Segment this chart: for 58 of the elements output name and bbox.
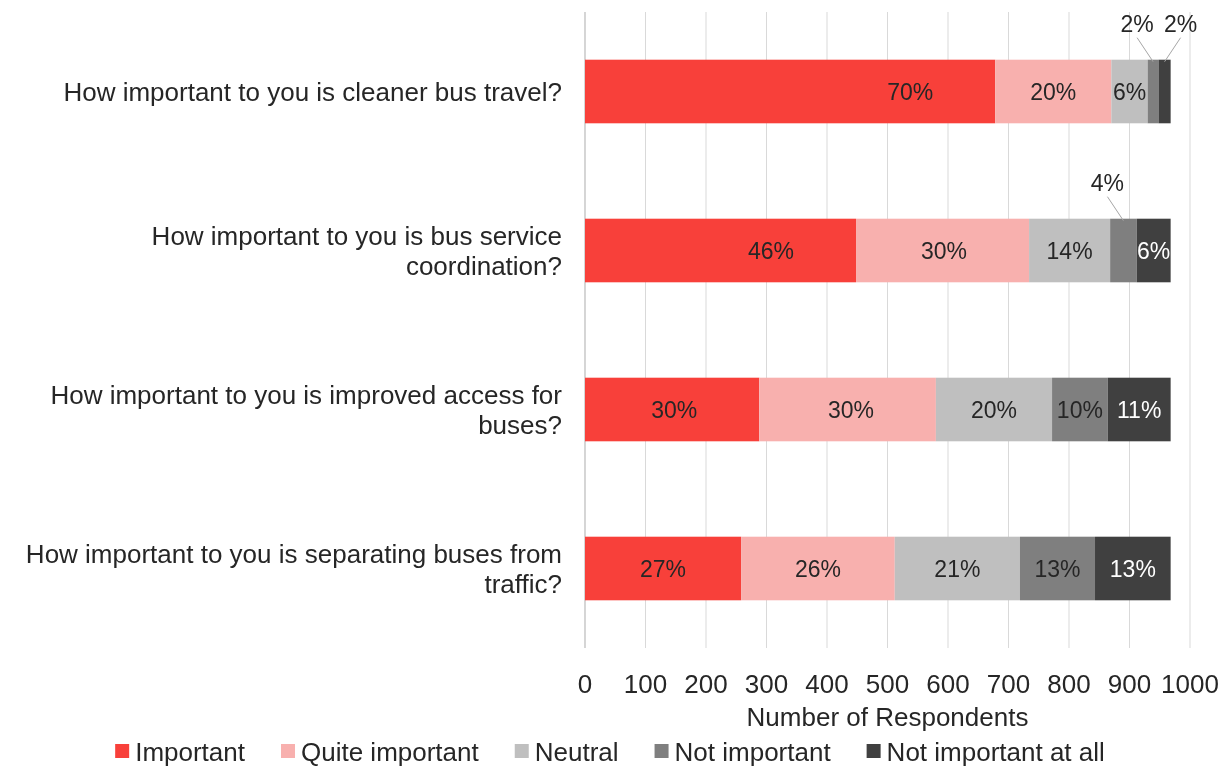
x-tick-label: 200 [684,669,728,699]
bar [585,218,857,283]
annotation: 30% [651,396,698,423]
bar [1029,218,1111,283]
annotation: 20% [1030,78,1077,105]
bar [1107,377,1171,442]
x-tick-label: 900 [1107,669,1152,699]
legend-label: Important [135,737,246,767]
y-tick-label: How important to you is separating buses from traffic? [25,538,562,599]
x-tick-label: 500 [865,669,910,699]
bar [1110,218,1137,283]
x-axis-title: Number of Respondents [746,702,1029,732]
bar [856,218,1030,283]
bar [995,59,1112,124]
annotation: 46% [748,237,795,264]
x-tick-label: 100 [623,669,668,699]
bar [1147,59,1159,124]
annotation: 21% [934,555,981,582]
legend-label: Neutral [534,737,619,767]
bar [894,536,1020,601]
legend-label: Not important [674,737,832,767]
y-tick-label: How important to you is bus service coordination? [151,220,562,281]
annotation: 11% [1117,396,1162,423]
bar [585,377,760,442]
x-tick-label: 800 [1047,669,1091,699]
annotation: 6% [1112,78,1147,105]
bar [1019,536,1096,601]
legend-label: Quite important [301,737,480,767]
bar [585,536,742,601]
bar [935,377,1053,442]
bar [585,59,996,124]
x-tick-label: 700 [986,669,1031,699]
bar [741,536,895,601]
annotation: 13% [1034,555,1081,582]
annotation: 14% [1046,237,1093,264]
annotation: 2% [1163,10,1198,37]
annotation: 26% [794,555,841,582]
y-tick-label: How important to you is cleaner bus travel? [63,76,562,107]
annotation: 13% [1109,555,1156,582]
bar [1095,536,1171,601]
x-tick-label: 1000 [1161,669,1219,699]
legend-label: Not important at all [886,737,1105,767]
annotation: 27% [640,555,687,582]
bar [1158,59,1171,124]
x-tick-label: 600 [926,669,970,699]
x-tick-label: 400 [805,669,849,699]
x-tick-label: 300 [744,669,789,699]
bar [759,377,936,442]
annotation: 2% [1120,10,1154,37]
x-tick-label: 0 [577,669,593,699]
annotation: 6% [1137,237,1171,264]
annotation: 4% [1090,169,1125,196]
annotation: 30% [921,237,968,264]
annotation: 10% [1056,396,1103,423]
annotation: 20% [970,396,1017,423]
annotation: 30% [827,396,874,423]
annotation: 70% [887,78,934,105]
y-tick-label: How important to you is improved access for buses? [50,379,563,440]
